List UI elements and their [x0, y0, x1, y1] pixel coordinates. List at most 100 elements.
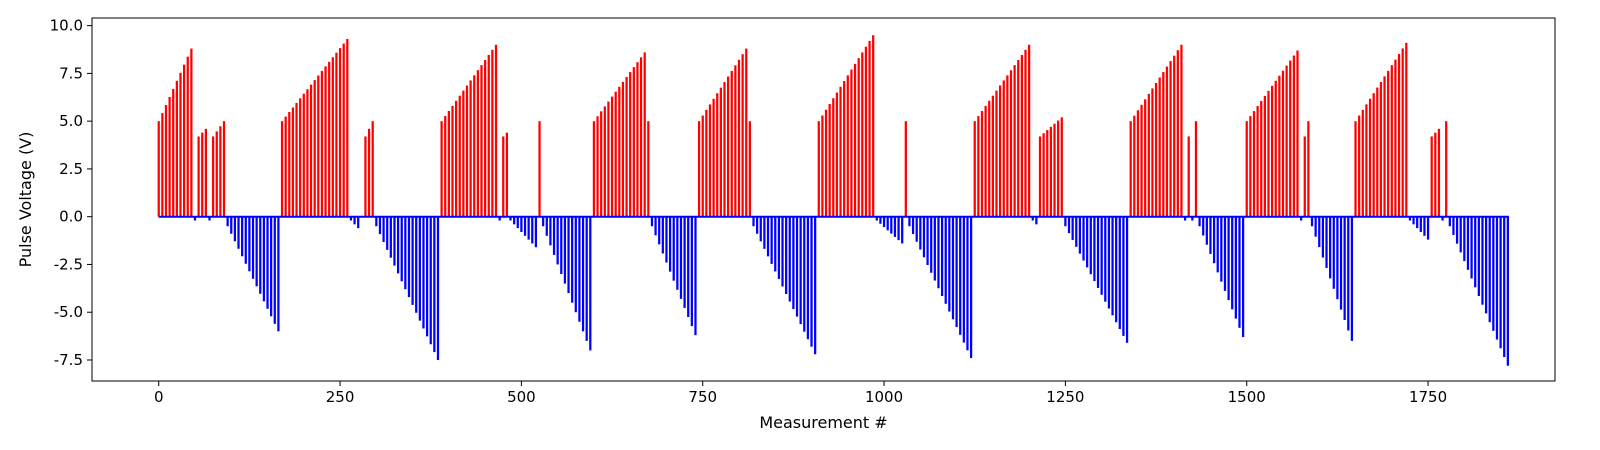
negative-pulse-bar	[567, 216, 570, 294]
negative-pulse-bar	[251, 216, 255, 279]
negative-pulse-bar	[1089, 216, 1092, 275]
negative-pulse-bar	[1310, 216, 1314, 227]
positive-pulse-bar	[723, 82, 726, 217]
negative-pulse-bar	[349, 216, 353, 221]
positive-pulse-bar	[734, 65, 737, 217]
positive-pulse-bar	[839, 86, 842, 217]
y-tick-label: -2.5	[54, 255, 83, 273]
positive-pulse-bar	[632, 67, 635, 217]
positive-pulse-bar	[1390, 65, 1393, 217]
positive-pulse-bar	[708, 104, 712, 217]
positive-pulse-bar	[701, 115, 704, 217]
negative-pulse-bar	[527, 216, 530, 240]
positive-pulse-bar	[458, 95, 461, 217]
positive-pulse-bar	[1387, 70, 1390, 217]
positive-pulse-bar	[737, 59, 741, 217]
negative-pulse-bar	[1122, 216, 1125, 336]
positive-pulse-bar	[219, 126, 222, 217]
positive-pulse-bar	[462, 90, 465, 217]
negative-pulse-bar	[422, 216, 425, 329]
negative-pulse-bar	[1202, 216, 1205, 236]
positive-pulse-bar	[164, 105, 168, 217]
positive-pulse-bar	[491, 49, 494, 217]
negative-pulse-bar	[1231, 216, 1234, 310]
positive-pulse-bar	[1176, 50, 1179, 217]
negative-pulse-bar	[560, 216, 563, 275]
positive-pulse-bar	[904, 121, 907, 217]
negative-pulse-bar	[944, 216, 947, 304]
positive-pulse-bar	[857, 58, 860, 217]
positive-pulse-bar	[984, 105, 987, 217]
positive-pulse-bar	[977, 116, 980, 217]
negative-pulse-bar	[273, 216, 276, 324]
negative-pulse-bar	[259, 216, 262, 294]
negative-pulse-bar	[1503, 216, 1506, 357]
positive-pulse-bar	[306, 89, 309, 217]
negative-pulse-bar	[1100, 216, 1103, 295]
negative-pulse-bar	[806, 216, 810, 340]
positive-pulse-bar	[1129, 121, 1132, 217]
positive-pulse-bar	[592, 121, 596, 217]
negative-pulse-bar	[1093, 216, 1096, 282]
positive-pulse-bar	[1372, 93, 1375, 217]
positive-pulse-bar	[161, 113, 164, 217]
negative-pulse-bar	[875, 216, 878, 221]
positive-pulse-bar	[824, 109, 828, 217]
negative-pulse-bar	[1064, 216, 1067, 227]
negative-pulse-bar	[1336, 216, 1339, 300]
negative-pulse-bar	[1419, 216, 1422, 232]
negative-pulse-bar	[694, 216, 697, 336]
positive-pulse-bar	[179, 72, 182, 217]
negative-pulse-bar	[407, 216, 411, 298]
positive-pulse-bar	[607, 101, 610, 217]
negative-pulse-bar	[1470, 216, 1473, 279]
positive-pulse-bar	[331, 57, 334, 217]
positive-pulse-bar	[342, 43, 345, 217]
negative-pulse-bar	[436, 216, 440, 360]
positive-pulse-bar	[636, 62, 639, 217]
positive-pulse-bar	[299, 98, 302, 217]
positive-pulse-bar	[1024, 49, 1027, 217]
positive-pulse-bar	[494, 44, 498, 217]
negative-pulse-bar	[770, 216, 773, 264]
positive-pulse-bar	[313, 80, 316, 217]
positive-pulse-bar	[1437, 128, 1441, 217]
bar-series	[157, 35, 1509, 366]
positive-pulse-bar	[451, 105, 454, 217]
positive-pulse-bar	[625, 76, 628, 217]
negative-pulse-bar	[534, 216, 538, 248]
y-tick-label: -7.5	[54, 351, 83, 369]
positive-pulse-bar	[502, 136, 505, 217]
positive-pulse-bar	[1271, 85, 1274, 217]
negative-pulse-bar	[1474, 216, 1477, 288]
negative-pulse-bar	[1212, 216, 1216, 264]
positive-pulse-bar	[335, 52, 338, 217]
positive-pulse-bar	[1144, 99, 1147, 217]
negative-pulse-bar	[1506, 216, 1509, 366]
positive-pulse-bar	[1046, 130, 1049, 217]
positive-pulse-bar	[748, 121, 751, 217]
positive-pulse-bar	[1020, 54, 1023, 217]
negative-pulse-bar	[552, 216, 556, 255]
negative-pulse-bar	[672, 216, 675, 281]
negative-pulse-bar	[799, 216, 802, 325]
positive-pulse-bar	[346, 39, 349, 217]
positive-pulse-bar	[1358, 115, 1361, 217]
negative-pulse-bar	[411, 216, 414, 305]
positive-pulse-bar	[610, 96, 614, 217]
y-axis-label: Pulse Voltage (V)	[16, 132, 35, 268]
positive-pulse-bar	[157, 121, 160, 217]
positive-pulse-bar	[741, 54, 744, 217]
negative-pulse-bar	[1481, 216, 1484, 305]
positive-pulse-bar	[1445, 121, 1448, 217]
y-tick-label: 7.5	[59, 64, 83, 82]
positive-pulse-bar	[1180, 44, 1183, 217]
negative-pulse-bar	[375, 216, 378, 227]
positive-pulse-bar	[1376, 87, 1379, 217]
negative-pulse-bar	[1412, 216, 1415, 225]
positive-pulse-bar	[1006, 75, 1009, 217]
positive-pulse-bar	[1038, 136, 1042, 217]
negative-pulse-bar	[752, 216, 755, 227]
positive-pulse-bar	[1405, 42, 1408, 217]
positive-pulse-bar	[212, 136, 215, 217]
